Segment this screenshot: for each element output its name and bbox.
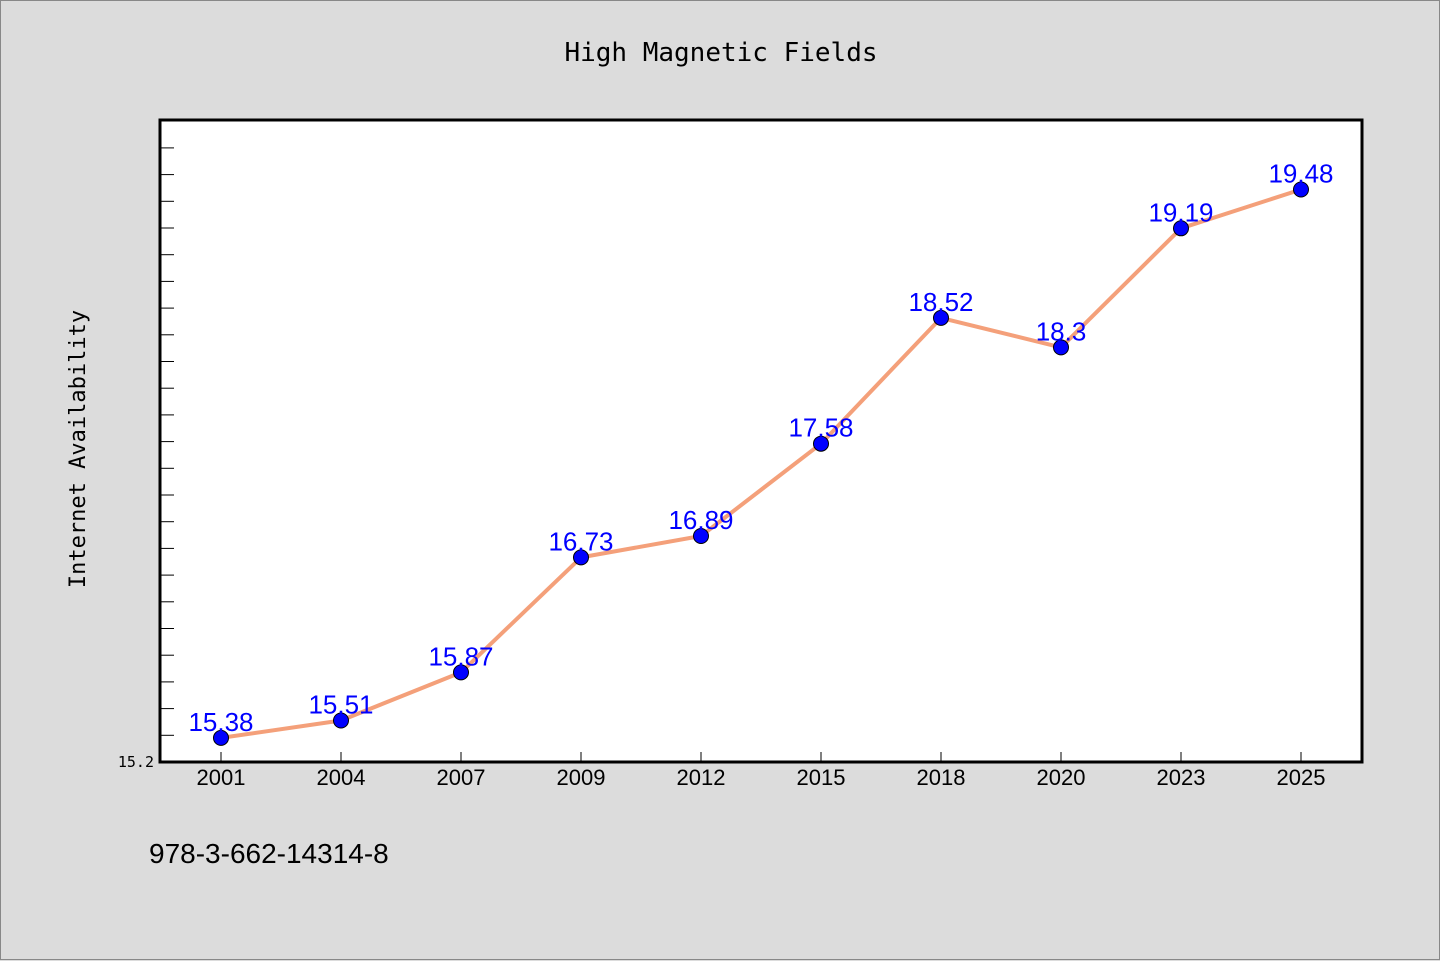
data-labels: 15.38 15.51 15.87 16.73 16.89 17.58 18.52 18.3 1… (188, 159, 1333, 737)
data-point-marker (1293, 181, 1309, 198)
data-point-marker (573, 549, 589, 566)
x-tick-label: 2020 (1037, 765, 1086, 790)
data-label: 19.19 (1148, 197, 1213, 227)
x-tick-label: 2018 (917, 765, 966, 790)
data-markers (213, 181, 1309, 746)
x-tick-label: 2004 (317, 765, 366, 790)
data-label: 19.48 (1268, 159, 1333, 189)
x-axis-ticks (220, 752, 1302, 762)
data-point-marker (693, 528, 709, 544)
data-label: 18.3 (1036, 316, 1087, 346)
data-label: 18.52 (908, 287, 973, 317)
y-axis-min-label: 15.2 (118, 753, 154, 771)
isbn-footer: 978-3-662-14314-8 (149, 838, 389, 869)
series-line (220, 187, 1302, 740)
data-point-marker (933, 309, 949, 326)
data-point-marker (453, 664, 469, 681)
x-tick-label: 2025 (1277, 765, 1326, 790)
x-axis-tick-labels: 2001 2004 2007 2009 2012 2015 2018 2020 2023 2025 (197, 765, 1326, 790)
x-tick-label: 2009 (557, 765, 606, 790)
data-label: 15.87 (428, 641, 493, 671)
x-tick-label: 2001 (197, 765, 246, 790)
data-point-marker (813, 435, 829, 452)
y-axis-ticks (160, 147, 174, 736)
chart-title: High Magnetic Fields (564, 38, 877, 68)
data-label: 15.38 (188, 707, 253, 737)
data-point-marker (333, 712, 349, 729)
data-label: 15.51 (308, 690, 373, 720)
x-tick-label: 2007 (437, 765, 486, 790)
data-label: 16.73 (548, 526, 613, 556)
x-tick-label: 2015 (797, 765, 846, 790)
x-tick-label: 2012 (677, 765, 726, 790)
plot-area (158, 118, 1364, 764)
data-label: 16.89 (668, 505, 733, 535)
data-label: 17.58 (788, 413, 853, 443)
y-axis-label: Internet Availability (66, 310, 91, 588)
x-tick-label: 2023 (1157, 765, 1206, 790)
data-point-marker (213, 729, 229, 746)
data-point-marker (1053, 339, 1069, 356)
data-point-marker (1173, 220, 1189, 237)
